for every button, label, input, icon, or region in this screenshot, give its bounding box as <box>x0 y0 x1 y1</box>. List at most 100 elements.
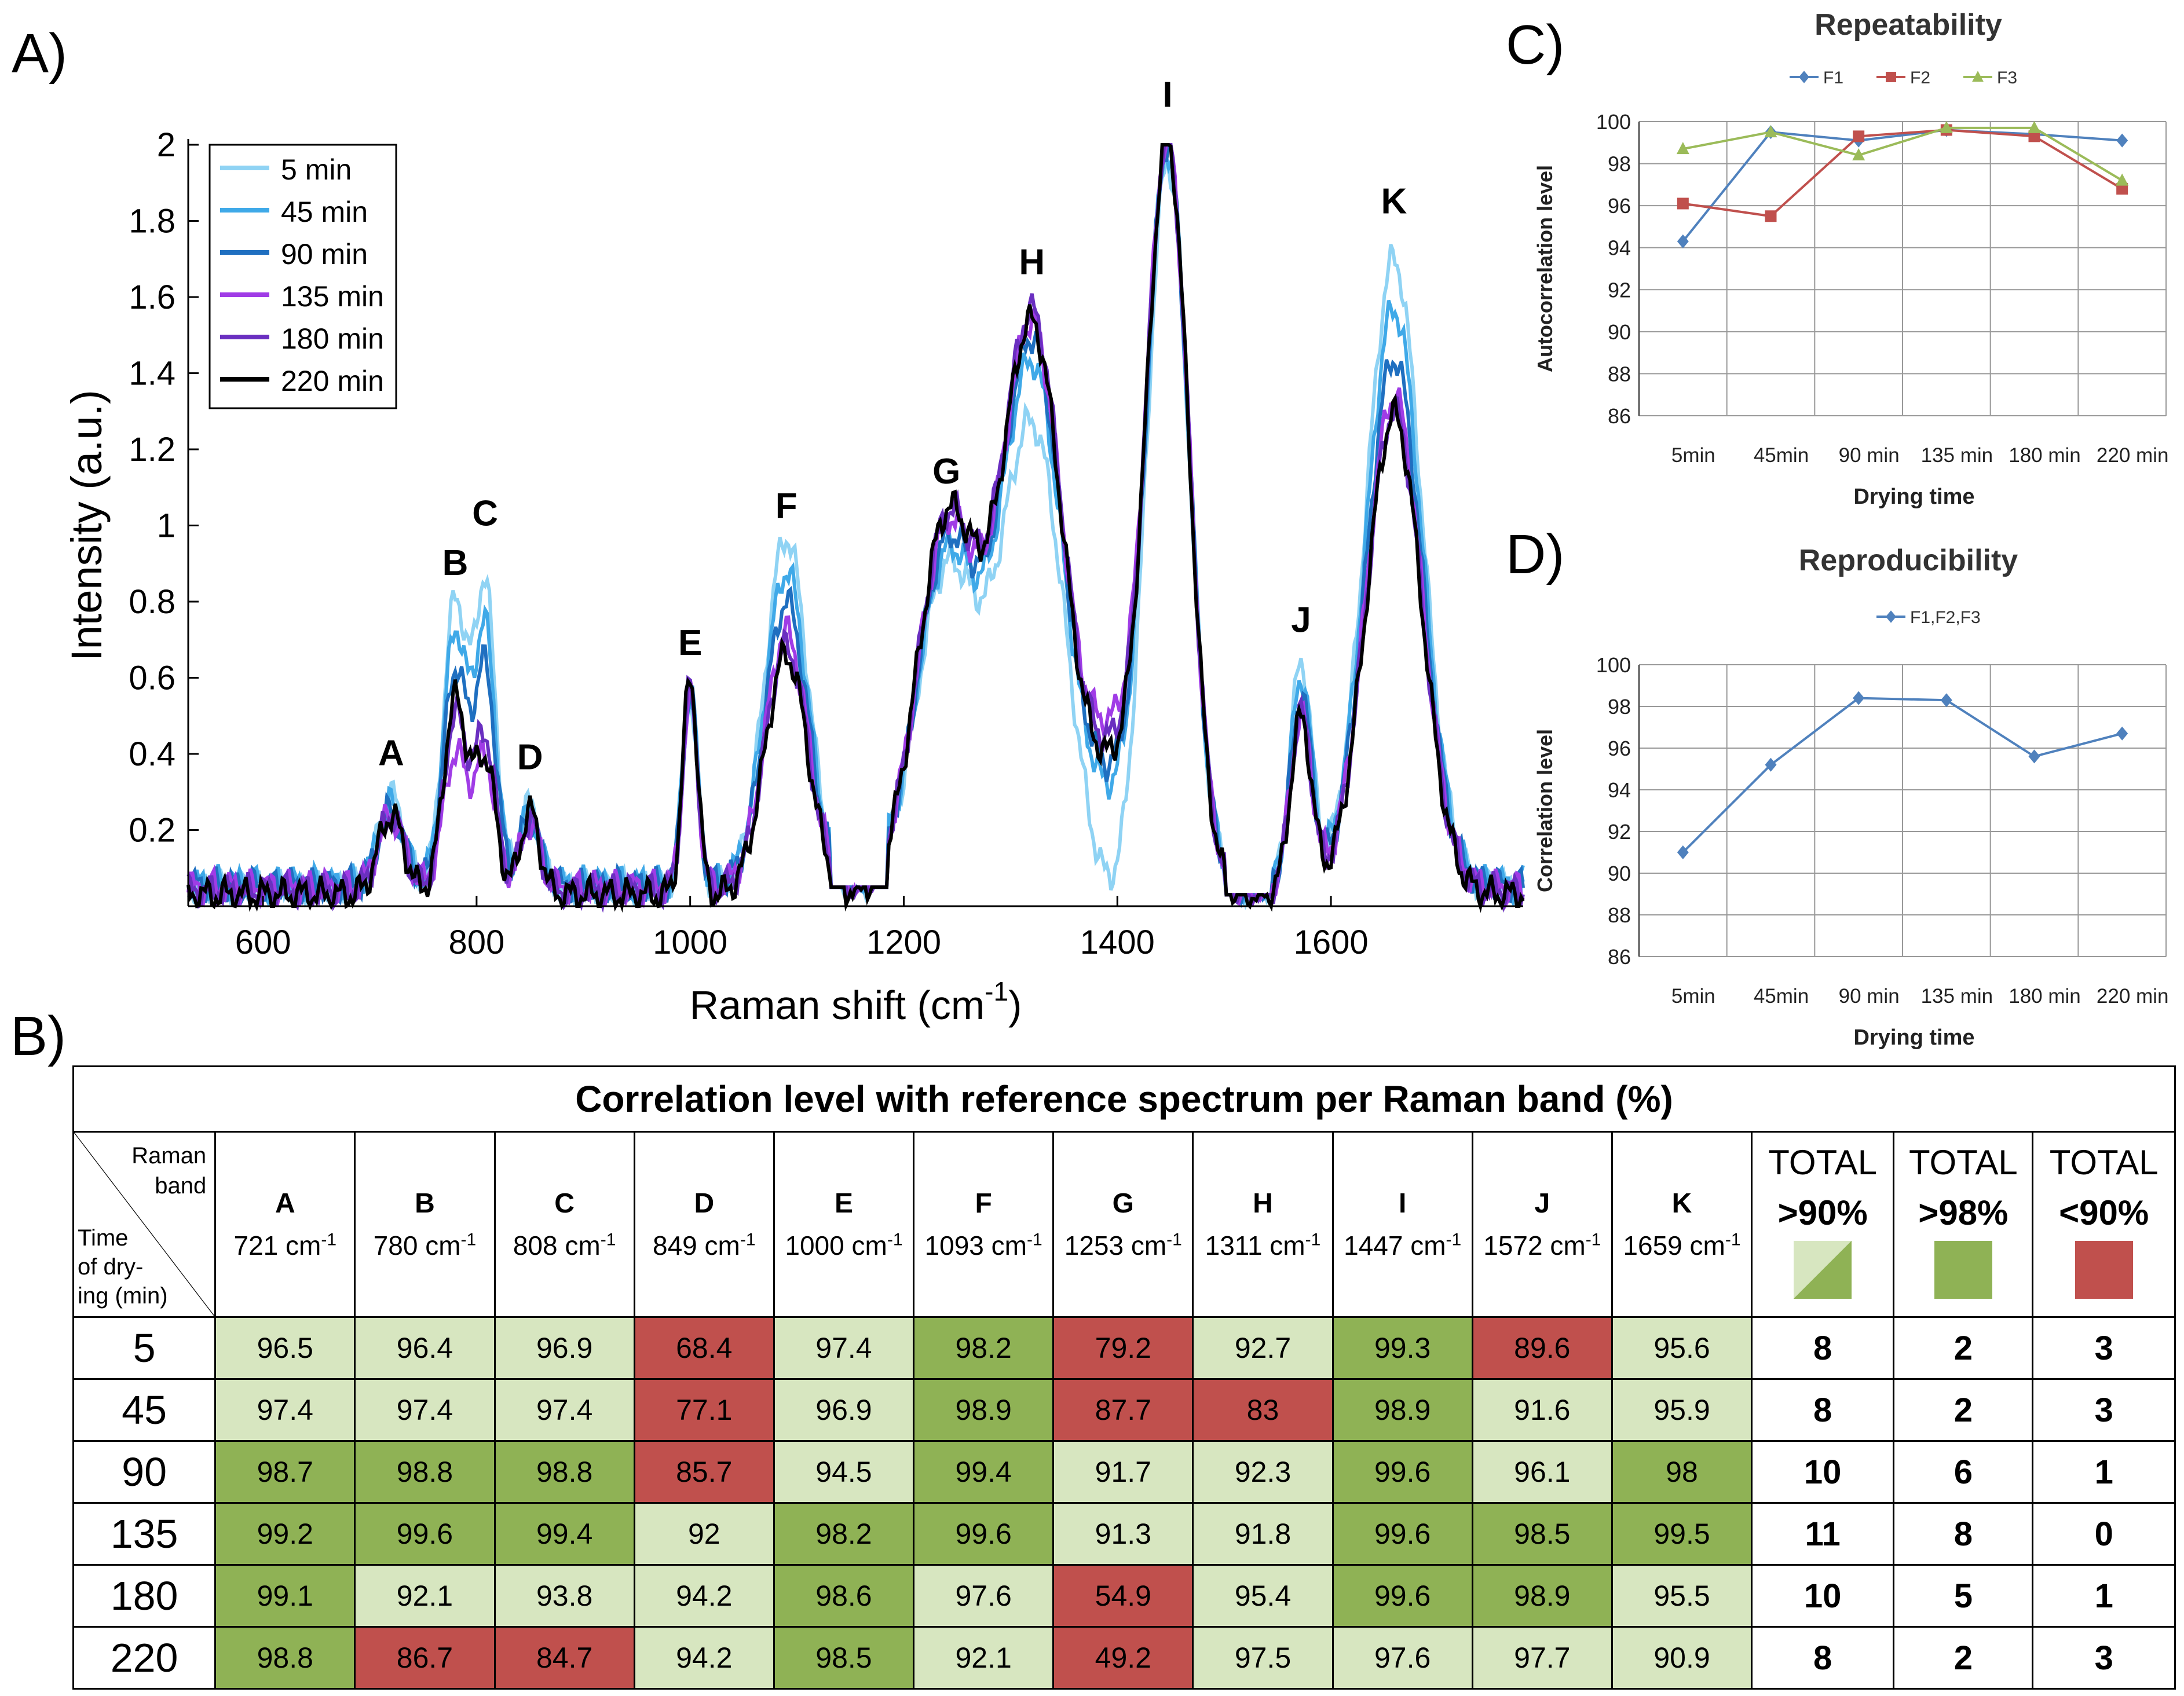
marker <box>1972 71 1984 82</box>
panel-c-label: C) <box>1506 14 1564 76</box>
band-wavenumber: 1572 cm-1 <box>1473 1230 1611 1261</box>
correlation-table-wrap: Correlation level with reference spectru… <box>72 1065 2176 1690</box>
total-cell: 3 <box>2032 1316 2176 1380</box>
band-letter: C <box>554 1188 575 1219</box>
table-cell: 95.9 <box>1611 1378 1753 1442</box>
x-axis-label-end: ) <box>1008 983 1022 1028</box>
data-point-F1,F2,F3 <box>2028 749 2040 764</box>
x-tick-label: 45min <box>1754 985 1809 1008</box>
x-axis-label-main: Raman shift (cm <box>690 983 985 1028</box>
table-cell: 98.6 <box>773 1564 915 1628</box>
y-axis-label: Intensity (a.u.) <box>63 390 111 661</box>
table-cell: 92.1 <box>913 1626 1055 1690</box>
table-cell: 97.4 <box>214 1378 356 1442</box>
marker <box>1886 72 1896 82</box>
totals-legend-swatch <box>1794 1240 1852 1299</box>
total-cell: 2 <box>1893 1626 2034 1690</box>
band-wave-text: 849 cm <box>653 1230 740 1261</box>
band-wave-sup: -1 <box>887 1230 903 1250</box>
band-letter: H <box>1253 1188 1273 1219</box>
total-cell: 3 <box>2032 1378 2176 1442</box>
legend-label: F2 <box>1910 68 1930 87</box>
band-wavenumber: 1311 cm-1 <box>1194 1230 1331 1261</box>
table-row: 220 98.8 86.7 84.7 94.2 98.5 92.1 49.2 97.5 97.6 9… <box>72 1626 2176 1690</box>
table-cell: 99.2 <box>214 1502 356 1566</box>
band-header-H: H 1311 cm-1 <box>1192 1131 1334 1318</box>
table-cell: 98.8 <box>493 1440 635 1504</box>
corner-label-raman-band: Raman band <box>131 1141 206 1201</box>
peak-label-H: H <box>1019 243 1045 283</box>
corner-bottom-line: ing (min) <box>78 1283 168 1309</box>
x-tick-label: 1000 <box>653 924 727 961</box>
totals-legend-swatch <box>2075 1240 2133 1299</box>
table-corner-cell: Raman band Time of dry-ing (min) <box>72 1131 217 1318</box>
legend-label: 45 min <box>281 196 368 228</box>
table-cell: 85.7 <box>633 1440 775 1504</box>
x-tick-label: 600 <box>235 924 291 961</box>
table-cell: 87.7 <box>1052 1378 1194 1442</box>
table-row: 5 96.5 96.4 96.9 68.4 97.4 98.2 79.2 92.7 99.3 89.… <box>72 1316 2176 1380</box>
table-cell: 96.9 <box>773 1378 915 1442</box>
band-wave-sup: -1 <box>1166 1230 1182 1250</box>
row-time-label: 45 <box>72 1378 217 1442</box>
table-cell: 91.8 <box>1192 1502 1334 1566</box>
band-wave-text: 1572 cm <box>1483 1230 1586 1261</box>
x-tick-label: 1600 <box>1294 924 1369 961</box>
total-cell: 2 <box>1893 1378 2034 1442</box>
total-cell: 5 <box>1893 1564 2034 1628</box>
y-tick-label: 0.8 <box>129 583 175 621</box>
table-cell: 89.6 <box>1471 1316 1613 1380</box>
table-cell: 97.4 <box>493 1378 635 1442</box>
data-point-F1,F2,F3 <box>1940 693 1952 708</box>
table-row: 45 97.4 97.4 97.4 77.1 96.9 98.9 87.7 83 98.9 91.6… <box>72 1378 2176 1442</box>
band-wave-sup: -1 <box>1725 1230 1741 1250</box>
band-wavenumber: 808 cm-1 <box>496 1230 634 1261</box>
legend-label: F1,F2,F3 <box>1910 608 1981 627</box>
band-header-G: G 1253 cm-1 <box>1052 1131 1194 1318</box>
band-wave-sup: -1 <box>1305 1230 1321 1250</box>
table-cell: 99.3 <box>1331 1316 1473 1380</box>
table-cell: 96.9 <box>493 1316 635 1380</box>
legend-label: 90 min <box>281 238 368 270</box>
y-tick-label: 2 <box>157 126 175 164</box>
band-letter: I <box>1398 1188 1407 1219</box>
x-tick-label: 5min <box>1671 444 1715 467</box>
y-tick-label: 96 <box>1608 194 1631 218</box>
data-point-F3 <box>2116 173 2129 186</box>
x-axis-label: Drying time <box>1853 1025 1974 1050</box>
table-cell: 99.6 <box>913 1502 1055 1566</box>
x-tick-label: 90 min <box>1839 985 1900 1008</box>
table-cell: 97.5 <box>1192 1626 1334 1690</box>
peak-label-I: I <box>1162 75 1172 115</box>
table-row: 90 98.7 98.8 98.8 85.7 94.5 99.4 91.7 92.3 99.6 96… <box>72 1440 2176 1504</box>
y-tick-label: 0.2 <box>129 812 175 849</box>
table-cell: 98.5 <box>1471 1502 1613 1566</box>
y-tick-label: 1.2 <box>129 431 175 468</box>
x-axis-label: Raman shift (cm-1) <box>690 976 1022 1028</box>
table-cell: 92.7 <box>1192 1316 1334 1380</box>
totals-header-line1: TOTAL <box>1908 1142 2018 1182</box>
band-wave-text: 1447 cm <box>1344 1230 1446 1261</box>
total-cell: 6 <box>1893 1440 2034 1504</box>
row-time-label: 90 <box>72 1440 217 1504</box>
table-cell: 95.4 <box>1192 1564 1334 1628</box>
y-tick-label: 98 <box>1608 695 1631 719</box>
table-cell: 98.5 <box>773 1626 915 1690</box>
legend-box <box>208 144 397 409</box>
marker <box>1799 71 1809 83</box>
table-cell: 99.6 <box>1331 1440 1473 1504</box>
y-tick-label: 98 <box>1608 152 1631 176</box>
table-cell: 98.9 <box>1471 1564 1613 1628</box>
legend-label: 180 min <box>281 323 384 355</box>
total-cell: 1 <box>2032 1564 2176 1628</box>
y-tick-label: 92 <box>1608 278 1631 302</box>
data-point-F3 <box>1852 148 1865 161</box>
x-tick-label: 220 min <box>2097 444 2169 467</box>
table-title: Correlation level with reference spectru… <box>72 1065 2176 1133</box>
y-tick-label: 100 <box>1596 110 1631 134</box>
total-cell: 11 <box>1751 1502 1895 1566</box>
band-header-A: A 721 cm-1 <box>214 1131 356 1318</box>
table-cell: 99.4 <box>913 1440 1055 1504</box>
band-header-B: B 780 cm-1 <box>354 1131 496 1318</box>
table-cell: 99.4 <box>493 1502 635 1566</box>
